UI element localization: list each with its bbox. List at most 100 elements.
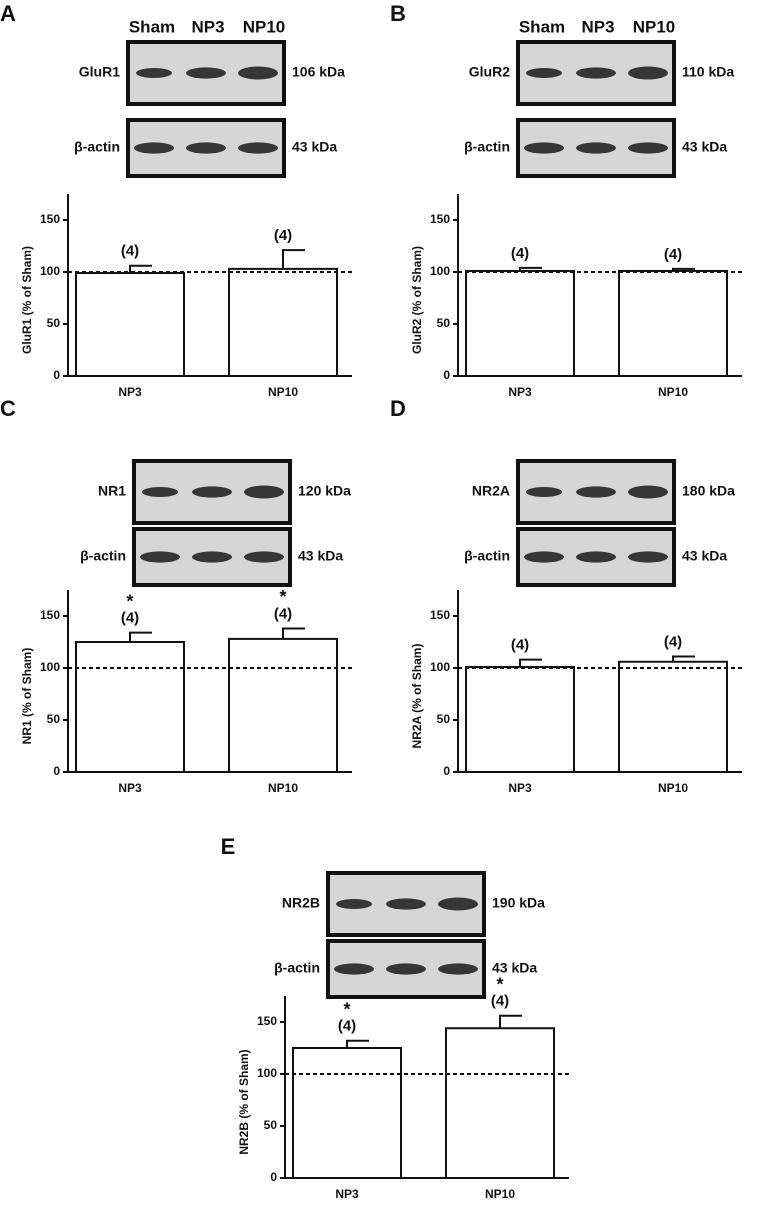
x-tick-label: NP10	[268, 385, 298, 399]
x-tick-label: NP3	[118, 385, 142, 399]
y-tick-label: 50	[437, 712, 451, 726]
y-tick-label: 100	[40, 264, 60, 278]
panel-letter: D	[390, 396, 406, 421]
blot-band	[576, 551, 616, 563]
y-axis-label: NR1 (% of Sham)	[20, 648, 34, 745]
blot-protein-label: NR2A	[472, 483, 510, 499]
panel-letter: E	[221, 834, 236, 859]
y-tick-label: 50	[47, 316, 61, 330]
blot-size-label: 43 kDa	[298, 548, 343, 564]
y-tick-label: 150	[40, 212, 60, 226]
y-tick-label: 50	[437, 316, 451, 330]
bar	[465, 269, 575, 377]
y-axis-label: GluR1 (% of Sham)	[20, 246, 34, 354]
y-tick-label: 0	[53, 368, 60, 382]
bar	[292, 1047, 402, 1179]
n-label: (4)	[274, 605, 292, 622]
blot-band	[628, 66, 668, 80]
y-tick-label: 150	[40, 608, 60, 622]
lane-label: NP3	[191, 17, 224, 36]
y-tick-label: 50	[47, 712, 61, 726]
x-tick-label: NP10	[658, 385, 688, 399]
lane-label: NP10	[243, 17, 286, 36]
blot-protein-label: GluR1	[79, 64, 120, 80]
blot-size-label: 43 kDa	[292, 139, 337, 155]
y-tick-label: 150	[257, 1014, 277, 1028]
blot-size-label: 110 kDa	[682, 64, 734, 80]
blot-band	[336, 899, 372, 909]
lane-label: NP10	[633, 17, 676, 36]
bar	[618, 660, 728, 774]
bar	[618, 269, 728, 377]
y-tick-label: 100	[257, 1066, 277, 1080]
blot-band	[576, 67, 616, 79]
blot-band	[438, 963, 478, 975]
x-tick-label: NP3	[508, 781, 532, 795]
y-axis-label: GluR2 (% of Sham)	[410, 246, 424, 354]
blot-band	[526, 487, 562, 497]
blot-size-label: 43 kDa	[682, 548, 727, 564]
blot-protein-label: NR2B	[282, 895, 320, 911]
x-tick-label: NP10	[268, 781, 298, 795]
x-tick-label: NP10	[485, 1187, 515, 1200]
panel-letter: B	[390, 1, 406, 26]
blot-band	[134, 142, 174, 154]
lane-label: Sham	[519, 17, 565, 36]
panel-letter: C	[0, 396, 16, 421]
significance-mark: *	[496, 975, 503, 995]
y-tick-label: 50	[264, 1118, 278, 1132]
n-label: (4)	[338, 1018, 356, 1035]
bar	[445, 1027, 555, 1179]
n-label: (4)	[274, 227, 292, 244]
y-tick-label: 100	[430, 660, 450, 674]
blot-band	[136, 68, 172, 78]
n-label: (4)	[511, 637, 529, 654]
blot-band	[576, 142, 616, 154]
blot-protein-label: β-actin	[74, 139, 120, 155]
y-tick-label: 0	[443, 764, 450, 778]
blot-band	[186, 67, 226, 79]
blot-band	[142, 487, 178, 497]
blot-band	[628, 142, 668, 154]
y-tick-label: 100	[430, 264, 450, 278]
blot-band	[438, 897, 478, 911]
significance-mark: *	[279, 587, 286, 607]
blot-band	[244, 551, 284, 563]
blot-band	[192, 551, 232, 563]
blot-band	[186, 142, 226, 154]
n-label: (4)	[121, 243, 139, 260]
blot-band	[386, 898, 426, 910]
n-label: (4)	[491, 993, 509, 1010]
blot-band	[628, 485, 668, 499]
y-tick-label: 0	[443, 368, 450, 382]
blot-band	[192, 486, 232, 498]
blot-size-label: 180 kDa	[682, 483, 735, 499]
y-tick-label: 0	[270, 1170, 277, 1184]
y-axis-label: NR2A (% of Sham)	[410, 644, 424, 749]
bar	[465, 665, 575, 774]
blot-size-label: 106 kDa	[292, 64, 345, 80]
lane-label: NP3	[581, 17, 614, 36]
blot-band	[238, 66, 278, 80]
bar	[228, 637, 338, 773]
blot-band	[334, 963, 374, 975]
significance-mark: *	[343, 999, 350, 1019]
x-tick-label: NP3	[118, 781, 142, 795]
blot-band	[576, 486, 616, 498]
x-tick-label: NP10	[658, 781, 688, 795]
blot-size-label: 43 kDa	[492, 960, 537, 976]
blot-band	[628, 551, 668, 563]
y-tick-label: 150	[430, 212, 450, 226]
blot-protein-label: β-actin	[464, 139, 510, 155]
n-label: (4)	[511, 245, 529, 262]
blot-band	[244, 485, 284, 499]
blot-band	[524, 551, 564, 563]
blot-band	[524, 142, 564, 154]
blot-size-label: 43 kDa	[682, 139, 727, 155]
bar	[75, 272, 185, 378]
blot-band	[140, 551, 180, 563]
blot-protein-label: NR1	[98, 483, 126, 499]
y-axis-label: NR2B (% of Sham)	[237, 1049, 251, 1154]
n-label: (4)	[664, 246, 682, 263]
